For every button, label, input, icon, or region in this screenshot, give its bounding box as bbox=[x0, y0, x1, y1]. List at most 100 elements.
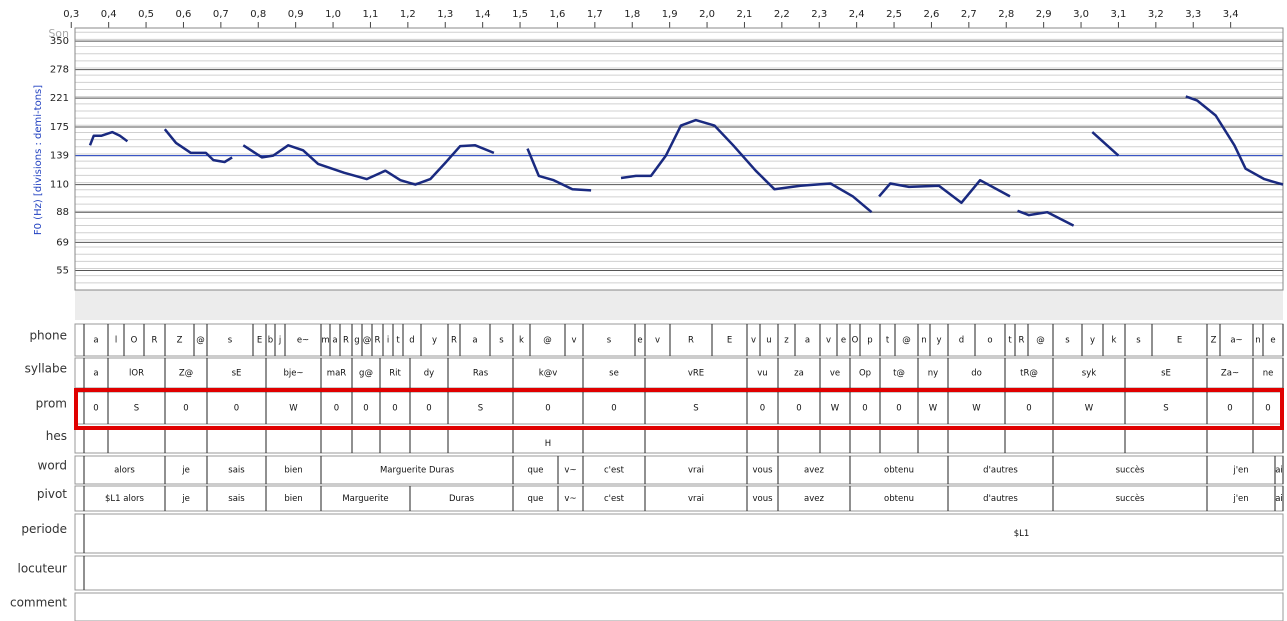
interval-label: 0 bbox=[1265, 404, 1270, 414]
x-tick-label: 3,1 bbox=[1110, 9, 1126, 20]
tier-name: periode bbox=[21, 522, 67, 536]
interval-label: ne bbox=[1263, 369, 1274, 379]
interval-label: 0 bbox=[611, 404, 616, 414]
interval-label: a~ bbox=[1230, 336, 1242, 346]
interval-label: ai bbox=[1275, 494, 1283, 504]
interval-label: Z bbox=[177, 336, 183, 346]
interval-label: k bbox=[519, 336, 524, 346]
interval-label: lOR bbox=[129, 369, 144, 379]
x-tick-label: 1,7 bbox=[587, 9, 603, 20]
interval-label: vRE bbox=[688, 369, 704, 379]
x-tick-label: 2,3 bbox=[811, 9, 827, 20]
interval-label: vu bbox=[757, 369, 767, 379]
x-tick-label: 2,5 bbox=[886, 9, 902, 20]
interval-label: Marguerite Duras bbox=[380, 466, 455, 476]
interval-label: @ bbox=[902, 336, 911, 346]
interval-label: je bbox=[181, 466, 190, 476]
x-tick-label: 2,4 bbox=[849, 9, 865, 20]
interval-label: Z@ bbox=[179, 369, 193, 379]
interval-label: dy bbox=[424, 369, 434, 379]
interval-label: @ bbox=[363, 336, 372, 346]
interval-label: Duras bbox=[449, 494, 475, 504]
interval-label: R bbox=[375, 336, 381, 346]
interval-label: Marguerite bbox=[342, 494, 388, 504]
interval-label: s bbox=[228, 336, 233, 346]
interval-label: y bbox=[432, 336, 437, 346]
tier-name: comment bbox=[10, 596, 67, 610]
x-tick-label: 1,6 bbox=[549, 9, 565, 20]
x-tick-label: 3,4 bbox=[1223, 9, 1239, 20]
interval-label: sE bbox=[232, 369, 242, 379]
interval-label: avez bbox=[804, 466, 824, 476]
tier-row bbox=[74, 455, 1284, 485]
x-tick-label: 0,6 bbox=[176, 9, 192, 20]
interval-label: @ bbox=[543, 336, 552, 346]
interval-label: t bbox=[1008, 336, 1012, 346]
interval-label: @ bbox=[196, 336, 205, 346]
interval-label: t bbox=[396, 336, 400, 346]
interval-label: S bbox=[478, 404, 483, 414]
interval-label: que bbox=[527, 466, 543, 476]
corner-label: Son bbox=[48, 27, 69, 40]
y-tick-label: 110 bbox=[50, 180, 69, 191]
x-tick-label: 2,6 bbox=[923, 9, 939, 20]
interval-label: 0 bbox=[183, 404, 188, 414]
interval-label: g@ bbox=[359, 369, 373, 379]
interval-label: succès bbox=[1116, 493, 1145, 504]
interval-label: se bbox=[609, 369, 619, 379]
interval-label: obtenu bbox=[884, 466, 914, 476]
interval-label: i bbox=[387, 336, 389, 346]
interval-label: avez bbox=[804, 494, 824, 504]
x-tick-label: 0,4 bbox=[101, 9, 117, 20]
interval-label: d bbox=[959, 336, 964, 346]
interval-label: syk bbox=[1082, 369, 1096, 379]
plot-frame bbox=[74, 27, 1284, 291]
interval-label: v~ bbox=[564, 466, 576, 476]
tier-row bbox=[74, 357, 1284, 389]
interval-label: b bbox=[268, 336, 273, 346]
interval-label: y bbox=[1090, 336, 1095, 346]
interval-label: R bbox=[343, 336, 349, 346]
interval-label: sE bbox=[1161, 369, 1171, 379]
interval-label: S bbox=[693, 404, 698, 414]
tier-name: syllabe bbox=[25, 362, 67, 376]
x-tick-label: 1,8 bbox=[624, 9, 640, 20]
interval-label: v bbox=[655, 336, 660, 346]
interval-label: R bbox=[688, 336, 694, 346]
interval-label: Rit bbox=[389, 369, 401, 379]
interval-label: v bbox=[571, 336, 576, 346]
interval-label: maR bbox=[327, 369, 346, 379]
interval-label: a bbox=[472, 336, 477, 346]
x-tick-label: 0,7 bbox=[213, 9, 229, 20]
x-tick-label: 2,9 bbox=[1036, 9, 1052, 20]
interval-label: ve bbox=[830, 369, 840, 379]
tier-name: prom bbox=[36, 397, 67, 411]
interval-label: c'est bbox=[604, 466, 625, 476]
interval-label: 0 bbox=[93, 404, 98, 414]
tier-row bbox=[74, 513, 1284, 554]
interval-label: e~ bbox=[297, 336, 309, 346]
interval-label: n bbox=[1255, 336, 1260, 346]
interval-label: S bbox=[134, 404, 139, 414]
interval-label: O bbox=[852, 336, 859, 346]
interval-label: j'en bbox=[1232, 466, 1248, 476]
x-tick-label: 1,9 bbox=[662, 9, 678, 20]
interval-label: s bbox=[607, 336, 612, 346]
interval-label: k@v bbox=[539, 369, 557, 379]
f0-curve bbox=[88, 95, 1284, 227]
y-tick-label: 69 bbox=[56, 237, 69, 248]
interval-label: bien bbox=[284, 466, 302, 476]
interval-label: l bbox=[115, 336, 117, 346]
interval-label: e bbox=[841, 336, 846, 346]
interval-label: H bbox=[545, 439, 551, 449]
interval-label: 0 bbox=[234, 404, 239, 414]
interval-label: sais bbox=[228, 466, 245, 476]
y-tick-label: 88 bbox=[56, 207, 69, 218]
interval-label: que bbox=[527, 494, 543, 504]
x-tick-label: 1,4 bbox=[475, 9, 491, 20]
interval-label: d'autres bbox=[983, 494, 1018, 504]
y-axis-label: F0 (Hz) [divisions : demi-tons] bbox=[33, 85, 44, 235]
interval-label: c'est bbox=[604, 494, 625, 504]
interval-label: ai bbox=[1275, 466, 1283, 476]
interval-label: o bbox=[987, 336, 992, 346]
